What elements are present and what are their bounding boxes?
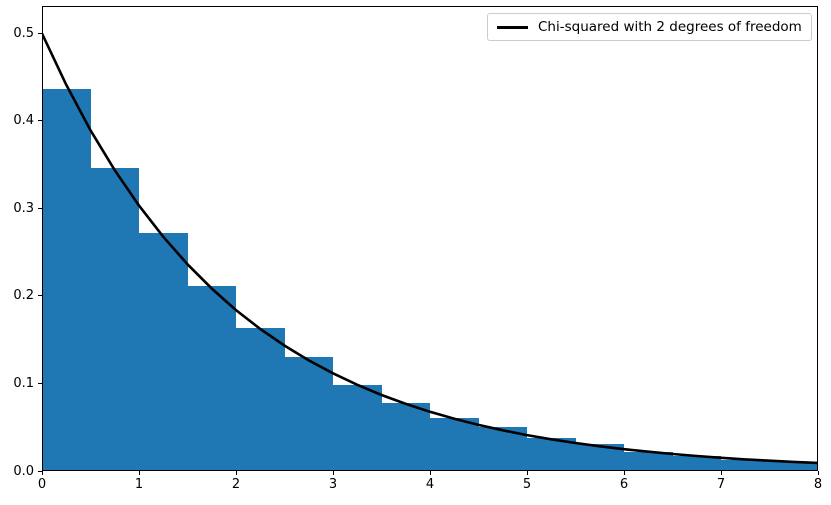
y-tick-label: 0.4 xyxy=(13,113,34,129)
histogram-bar xyxy=(236,327,285,471)
y-tick-mark xyxy=(38,295,42,297)
x-tick-mark xyxy=(235,471,237,475)
density-curve xyxy=(42,6,818,471)
histogram-bar xyxy=(381,402,430,471)
x-tick-mark xyxy=(41,471,43,475)
x-tick-label: 2 xyxy=(231,477,241,492)
histogram-bar xyxy=(187,286,236,471)
histogram-bar xyxy=(42,89,91,471)
x-tick-label: 7 xyxy=(716,477,726,492)
y-tick-mark xyxy=(38,32,42,34)
x-tick-label: 3 xyxy=(328,477,338,492)
x-tick-mark xyxy=(526,471,528,475)
chi-squared-curve xyxy=(42,32,818,465)
y-tick-mark xyxy=(38,470,42,472)
x-tick-label: 6 xyxy=(619,477,629,492)
histogram-bar xyxy=(333,385,382,471)
x-tick-label: 0 xyxy=(37,477,47,492)
histogram-bar xyxy=(769,462,818,471)
legend-line-sample xyxy=(497,25,528,29)
x-tick-label: 8 xyxy=(813,477,823,492)
x-tick-mark xyxy=(720,471,722,475)
x-tick-label: 4 xyxy=(425,477,435,492)
y-tick-label: 0.2 xyxy=(13,288,34,304)
x-tick-mark xyxy=(817,471,819,475)
y-tick-mark xyxy=(38,120,42,122)
axes-frame xyxy=(42,6,818,471)
histogram-bars xyxy=(42,6,818,471)
x-tick-mark xyxy=(332,471,334,475)
x-tick-mark xyxy=(138,471,140,475)
x-tick-mark xyxy=(429,471,431,475)
histogram-bar xyxy=(284,357,333,471)
histogram-bar xyxy=(139,233,188,471)
histogram-bar xyxy=(430,417,479,471)
histogram-bar xyxy=(672,456,721,471)
y-tick-label: 0.3 xyxy=(13,200,34,216)
y-tick-label: 0.0 xyxy=(13,463,34,479)
y-tick-label: 0.1 xyxy=(13,375,34,391)
y-tick-mark xyxy=(38,207,42,209)
histogram-bar xyxy=(90,168,139,471)
histogram-bar xyxy=(624,451,673,471)
x-tick-mark xyxy=(623,471,625,475)
plot-area xyxy=(42,6,818,471)
histogram-bar xyxy=(527,437,576,471)
legend-label: Chi-squared with 2 degrees of freedom xyxy=(538,19,802,35)
x-tick-label: 5 xyxy=(522,477,532,492)
legend: Chi-squared with 2 degrees of freedom xyxy=(487,13,812,41)
y-tick-label: 0.5 xyxy=(13,25,34,41)
x-tick-label: 1 xyxy=(134,477,144,492)
y-tick-mark xyxy=(38,382,42,384)
histogram-bar xyxy=(721,459,770,471)
